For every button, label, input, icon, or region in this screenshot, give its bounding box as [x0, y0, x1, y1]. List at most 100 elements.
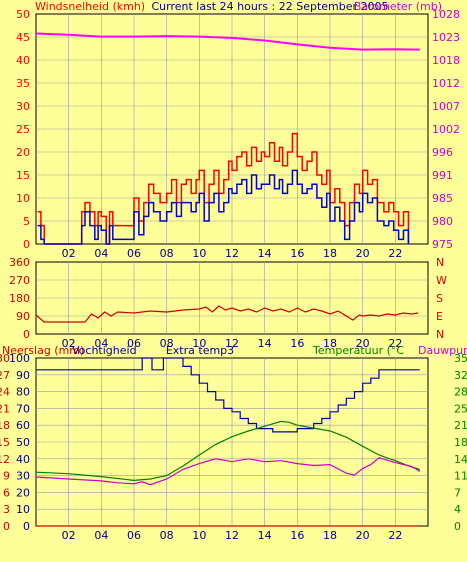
series-line-mean [37, 169, 410, 245]
series-line-dew-point [35, 457, 421, 486]
compass-tick-label: E [436, 310, 443, 323]
temperature-tick-label: 25 [454, 402, 467, 415]
barometer-tick-label: 1012 [432, 77, 460, 90]
x-tick-label: 18 [323, 529, 337, 542]
direction-tick-label: 270 [9, 274, 30, 287]
temperature-humidity-panel: Neerslag (mm) Vochtigheid Extra temp3 Te… [0, 344, 467, 542]
temperature-tick-label: 0 [454, 520, 461, 533]
rain-tick-label: 3 [3, 503, 10, 516]
rain-tick-label: 9 [3, 470, 10, 483]
x-tick-label: 06 [127, 337, 141, 350]
compass-tick-label: N [436, 256, 444, 269]
temperature-tick-label: 18 [454, 436, 467, 449]
x-tick-label: 08 [160, 337, 174, 350]
x-tick-label: 22 [388, 337, 402, 350]
wind-speed-tick-label: 45 [16, 31, 30, 44]
compass-tick-label: W [436, 274, 447, 287]
x-tick-label: 12 [225, 247, 239, 260]
x-tick-label: 10 [192, 247, 206, 260]
barometer-tick-label: 985 [432, 192, 453, 205]
x-tick-label: 16 [290, 529, 304, 542]
x-tick-label: 14 [258, 247, 272, 260]
barometer-tick-label: 1018 [432, 54, 460, 67]
x-tick-label: 16 [290, 247, 304, 260]
x-tick-label: 08 [160, 529, 174, 542]
wind-speed-tick-label: 25 [16, 123, 30, 136]
direction-tick-label: 0 [23, 328, 30, 341]
rain-tick-label: 24 [0, 386, 10, 399]
x-tick-label: 22 [388, 247, 402, 260]
humidity-tick-label: 100 [9, 352, 30, 365]
x-tick-label: 16 [290, 337, 304, 350]
temperature-tick-label: 21 [454, 419, 467, 432]
x-tick-label: 12 [225, 529, 239, 542]
wind-speed-tick-label: 10 [16, 192, 30, 205]
series-line-humidity [36, 357, 420, 433]
humidity-tick-label: 0 [23, 520, 30, 533]
barometer-tick-label: 996 [432, 146, 453, 159]
compass-tick-label: S [436, 292, 443, 305]
humidity-tick-label: 70 [16, 402, 30, 415]
temperature-tick-label: 11 [454, 470, 467, 483]
humidity-tick-label: 10 [16, 503, 30, 516]
x-tick-label: 14 [258, 529, 272, 542]
x-tick-label: 10 [192, 337, 206, 350]
wind-speed-tick-label: 20 [16, 146, 30, 159]
temperature-axis-label: Temperatuur (°C [312, 344, 404, 357]
chart-title: Current last 24 hours : 22 September 200… [151, 0, 388, 13]
x-tick-label: 02 [62, 337, 76, 350]
temperature-tick-label: 32 [454, 369, 467, 382]
humidity-tick-label: 90 [16, 369, 30, 382]
rain-tick-label: 27 [0, 369, 10, 382]
wind-speed-tick-label: 15 [16, 169, 30, 182]
x-tick-label: 20 [356, 247, 370, 260]
barometer-tick-label: 980 [432, 215, 453, 228]
rain-tick-label: 30 [0, 352, 10, 365]
wind-speed-tick-label: 35 [16, 77, 30, 90]
humidity-tick-label: 80 [16, 386, 30, 399]
temperature-tick-label: 14 [454, 453, 467, 466]
x-tick-label: 20 [356, 529, 370, 542]
humidity-tick-label: 50 [16, 436, 30, 449]
wind-speed-tick-label: 40 [16, 54, 30, 67]
x-tick-label: 02 [62, 529, 76, 542]
x-tick-label: 06 [127, 247, 141, 260]
rain-tick-label: 0 [3, 520, 10, 533]
x-tick-label: 18 [323, 337, 337, 350]
humidity-tick-label: 60 [16, 419, 30, 432]
barometer-tick-label: 1028 [432, 8, 460, 21]
humidity-tick-label: 30 [16, 470, 30, 483]
x-tick-label: 04 [94, 337, 108, 350]
direction-tick-label: 180 [9, 292, 30, 305]
compass-tick-label: N [436, 328, 444, 341]
x-tick-label: 08 [160, 247, 174, 260]
x-tick-label: 12 [225, 337, 239, 350]
rain-axis-label: Neerslag (mm) [2, 344, 84, 357]
wind-speed-panel: Current last 24 hours : 22 September 200… [16, 0, 460, 260]
x-tick-label: 20 [356, 337, 370, 350]
wind-speed-tick-label: 50 [16, 8, 30, 21]
temperature-tick-label: 4 [454, 503, 461, 516]
temperature-tick-label: 28 [454, 386, 467, 399]
barometer-tick-label: 991 [432, 169, 453, 182]
humidity-tick-label: 20 [16, 486, 30, 499]
x-tick-label: 22 [388, 529, 402, 542]
series-line-barometer [35, 32, 420, 51]
barometer-tick-label: 1007 [432, 100, 460, 113]
rain-tick-label: 12 [0, 453, 10, 466]
dewpoint-axis-label: Dauwpunt [418, 344, 467, 357]
x-tick-label: 02 [62, 247, 76, 260]
humidity-axis-label: Vochtigheid [72, 344, 137, 357]
x-tick-label: 18 [323, 247, 337, 260]
rain-tick-label: 18 [0, 419, 10, 432]
series-line-direction [35, 305, 419, 323]
rain-tick-label: 21 [0, 402, 10, 415]
temperature-tick-label: 35 [454, 352, 467, 365]
x-tick-label: 14 [258, 337, 272, 350]
direction-tick-label: 90 [16, 310, 30, 323]
x-tick-label: 06 [127, 529, 141, 542]
barometer-tick-label: 1023 [432, 31, 460, 44]
